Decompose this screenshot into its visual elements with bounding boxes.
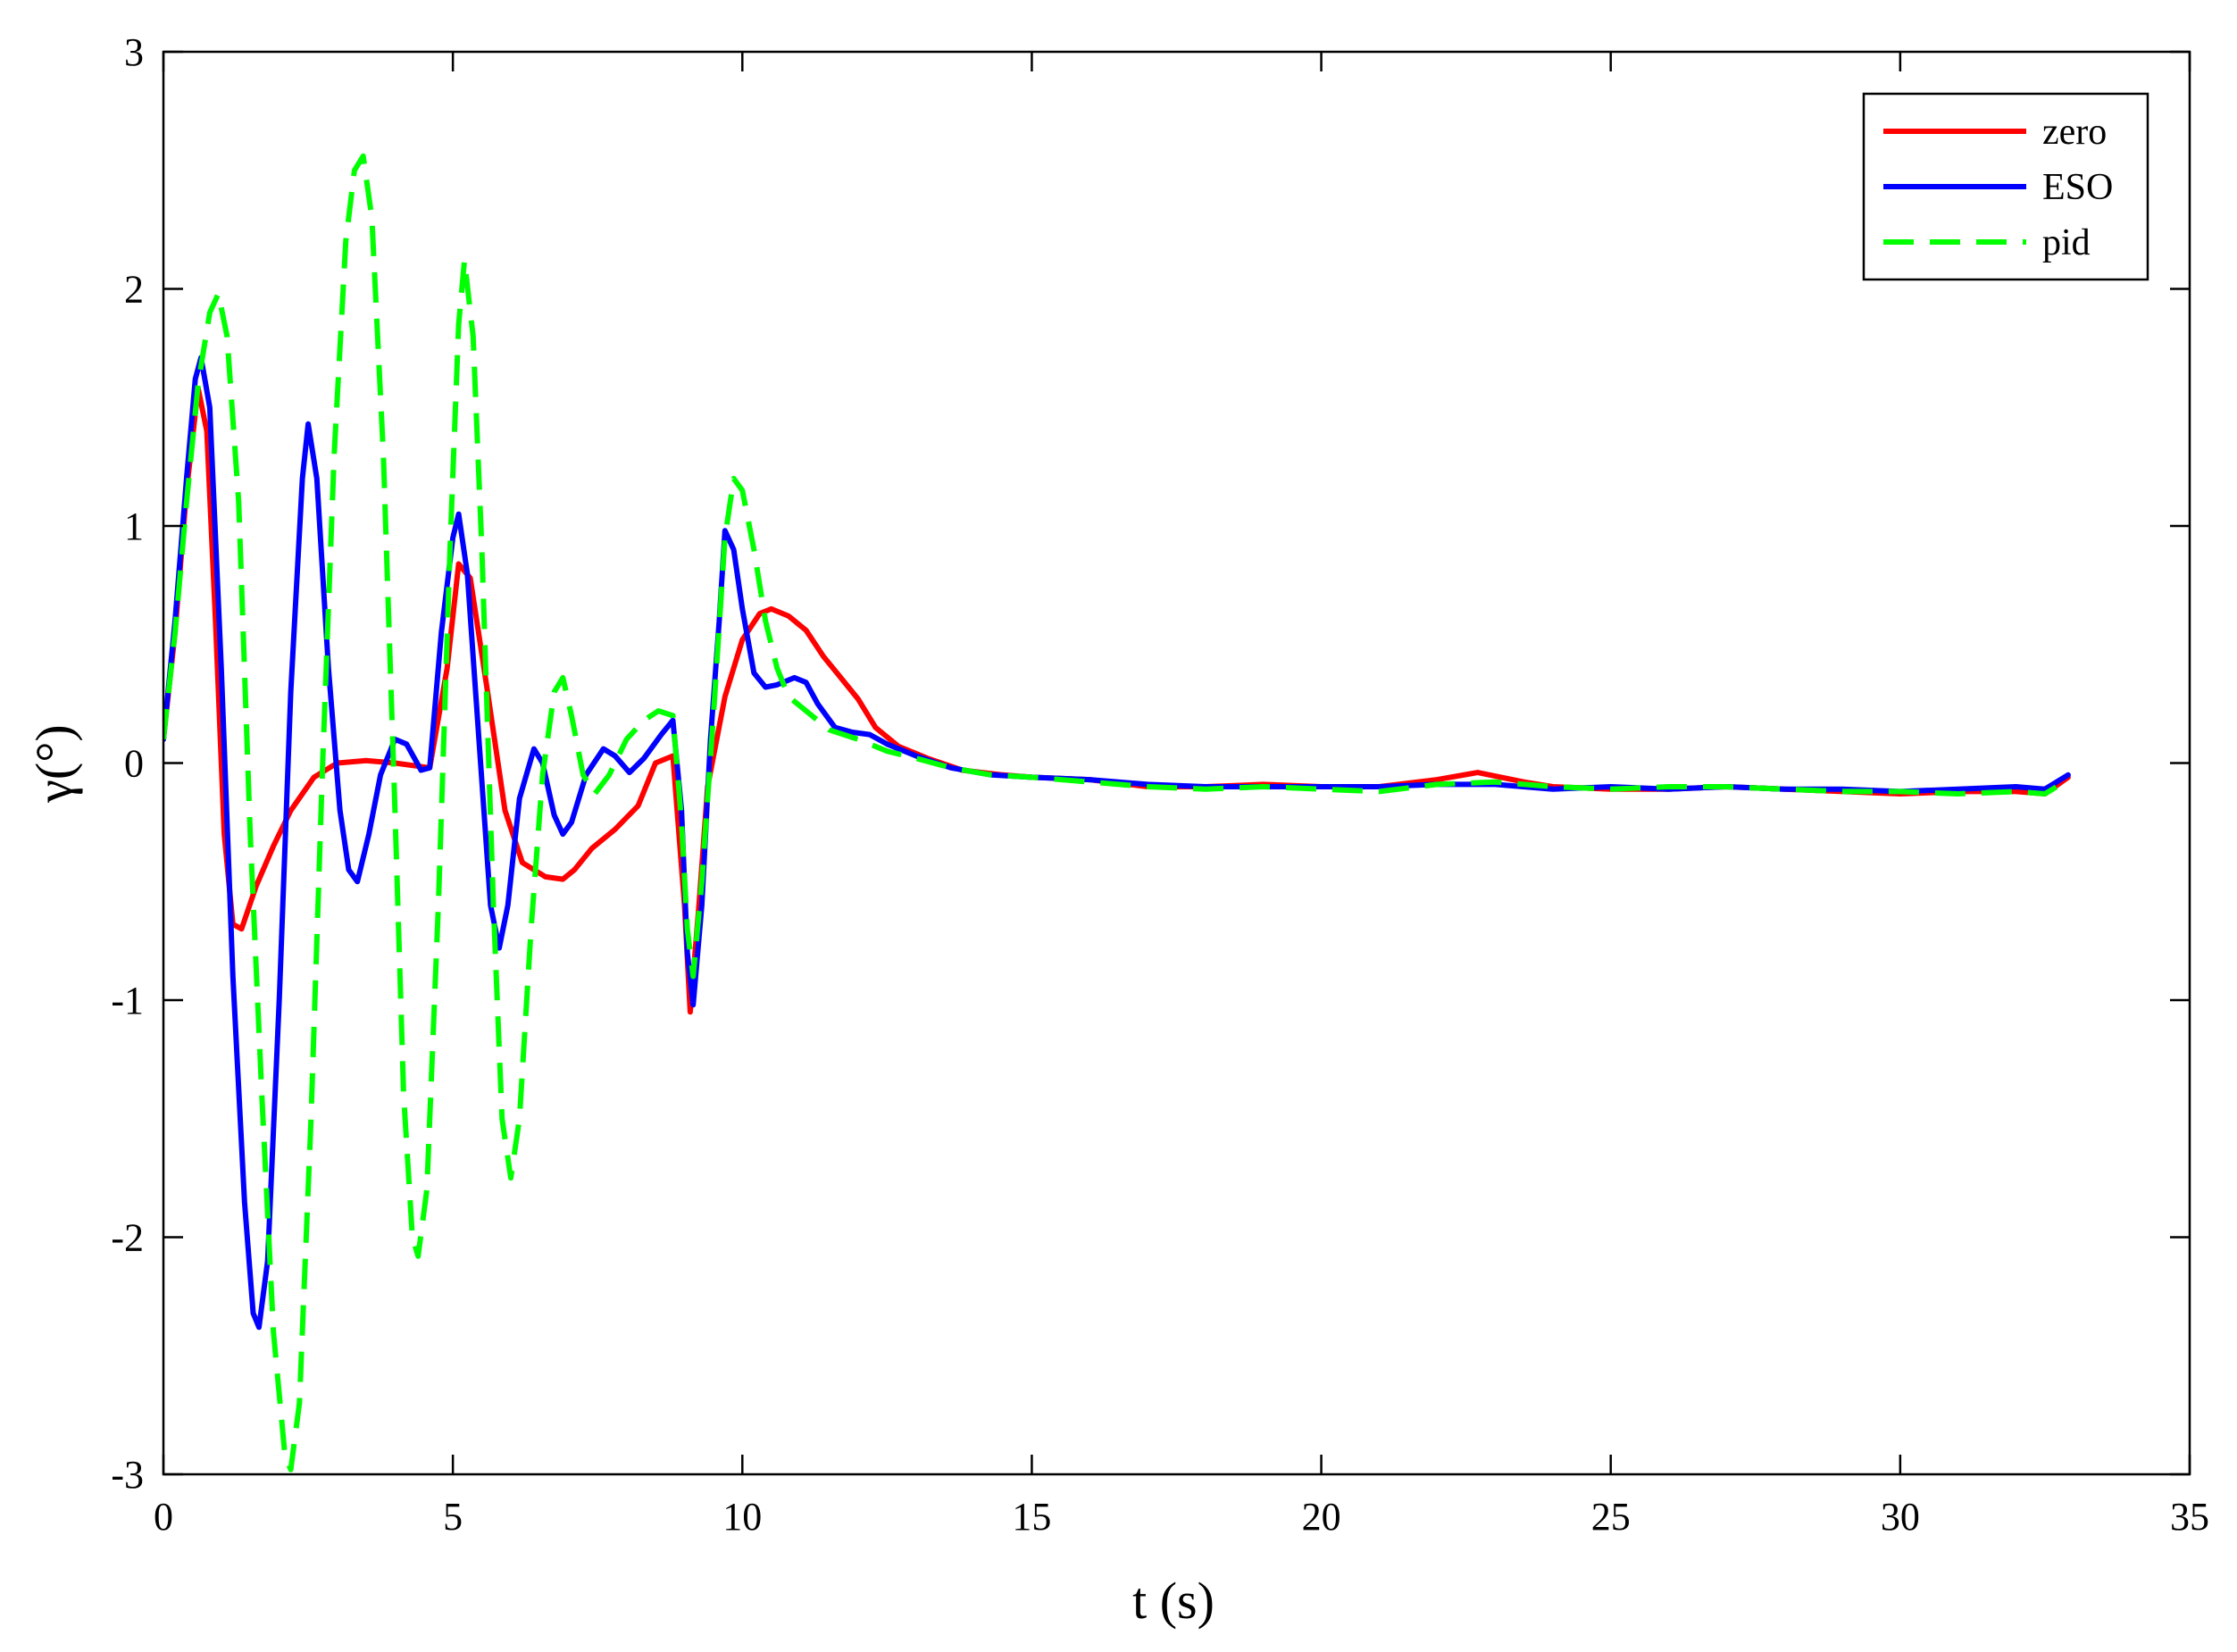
plot-background	[163, 52, 2190, 1474]
x-tick-label: 35	[2170, 1495, 2209, 1539]
series-line-eso	[163, 355, 2071, 1331]
tick-marks	[162, 50, 2191, 1476]
x-axis-label: t (s)	[1132, 1572, 1214, 1630]
legend-label-pid: pid	[2042, 222, 2091, 263]
x-tick-label: 5	[443, 1495, 463, 1539]
legend: zero ESO pid	[1862, 92, 2149, 281]
y-axis-label: γ(°)	[25, 724, 83, 803]
y-tick-label: 2	[124, 268, 144, 312]
series-lines	[163, 153, 2071, 1473]
legend-label-zero: zero	[2042, 112, 2107, 153]
y-tick-label: -3	[111, 1453, 144, 1497]
x-tick-label: 20	[1302, 1495, 1341, 1539]
x-tick-label: 30	[1881, 1495, 1920, 1539]
x-tick-label: 10	[722, 1495, 762, 1539]
y-tick-label: 1	[124, 505, 144, 548]
series-line-zero	[163, 386, 2071, 1015]
plot-area	[163, 52, 2190, 1474]
y-tick-label: 0	[124, 742, 144, 786]
y-tick-label: -2	[111, 1216, 144, 1260]
y-tick-label: -1	[111, 979, 144, 1022]
y-tick-label: 3	[124, 30, 144, 74]
x-tick-label: 15	[1012, 1495, 1051, 1539]
legend-label-eso: ESO	[2042, 167, 2113, 208]
x-tick-label: 25	[1591, 1495, 1631, 1539]
series-line-pid	[163, 153, 2070, 1473]
x-tick-label: 0	[154, 1495, 173, 1539]
tick-labels: 0 5 10 15 20 25 30 35 -3 -2 -1 0 1 2 3	[111, 30, 2209, 1539]
